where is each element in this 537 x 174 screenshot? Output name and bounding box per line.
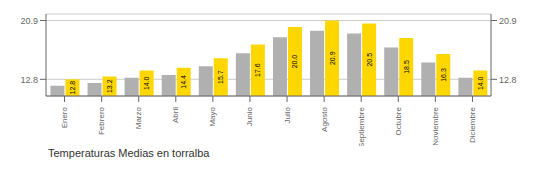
svg-text:20.9: 20.9 <box>20 16 38 26</box>
svg-text:20.0: 20.0 <box>291 55 298 69</box>
svg-text:Diciembre: Diciembre <box>468 106 477 143</box>
svg-text:Abril: Abril <box>171 107 180 123</box>
html-text:Temperaturas Medias en torralb: Temperaturas Medias en torralba <box>48 147 210 159</box>
svg-text:Octubre: Octubre <box>394 106 403 135</box>
svg-text:13.2: 13.2 <box>106 79 113 93</box>
svg-text:20.5: 20.5 <box>366 53 373 67</box>
svg-text:16.3: 16.3 <box>440 68 447 82</box>
svg-text:12.8: 12.8 <box>69 81 76 95</box>
svg-text:20.9: 20.9 <box>499 16 517 26</box>
svg-text:14.4: 14.4 <box>180 75 187 89</box>
svg-text:18.5: 18.5 <box>403 60 410 74</box>
svg-text:Marzo: Marzo <box>134 106 143 129</box>
svg-text:Noviembre: Noviembre <box>431 106 440 145</box>
svg-text:20.9: 20.9 <box>329 51 336 65</box>
svg-text:12.8: 12.8 <box>499 75 517 85</box>
svg-text:12.8: 12.8 <box>20 75 38 85</box>
svg-text:Septiembre: Septiembre <box>357 106 366 146</box>
svg-text:15.7: 15.7 <box>217 70 224 84</box>
svg-text:Junio: Junio <box>245 106 254 126</box>
svg-text:Agosto: Agosto <box>320 106 329 131</box>
svg-text:17.6: 17.6 <box>254 63 261 77</box>
svg-text:14.0: 14.0 <box>477 76 484 90</box>
svg-text:14.0: 14.0 <box>143 76 150 90</box>
svg-text:Febrero: Febrero <box>97 106 106 135</box>
svg-text:Julio: Julio <box>283 106 292 123</box>
svg-text:Mayo: Mayo <box>208 106 217 126</box>
svg-text:Enero: Enero <box>60 106 69 128</box>
